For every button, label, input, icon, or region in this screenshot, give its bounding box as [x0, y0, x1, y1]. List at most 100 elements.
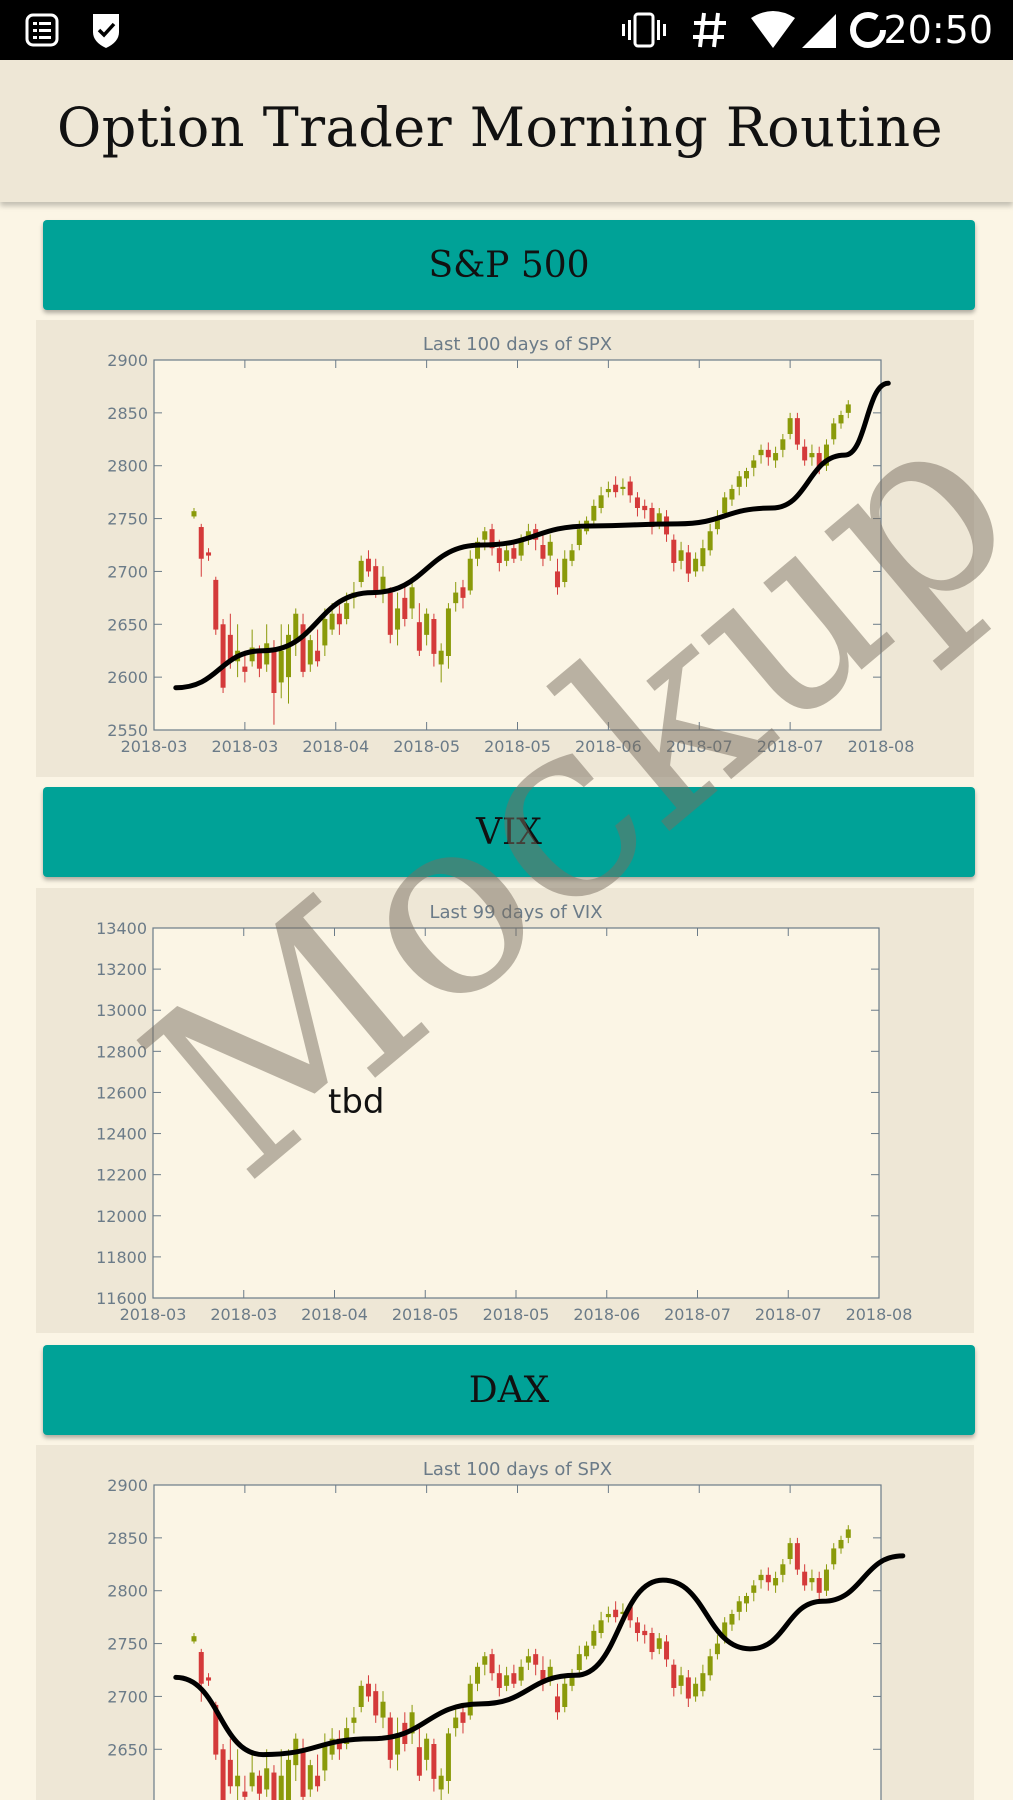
- y-tick-label: 13200: [96, 960, 147, 979]
- y-tick-label: 2800: [107, 457, 148, 476]
- x-tick-label: 2018-03: [121, 737, 188, 756]
- chart-title: Last 100 days of SPX: [423, 1459, 612, 1480]
- candle-body: [759, 1575, 764, 1580]
- y-tick-label: 2700: [107, 562, 148, 581]
- candle-body: [599, 1620, 604, 1633]
- candle-body: [693, 1684, 698, 1697]
- candle-body: [824, 1570, 829, 1591]
- candle-body: [795, 418, 800, 444]
- sp500-section-button[interactable]: S&P 500: [43, 220, 975, 310]
- candle-body: [671, 540, 676, 563]
- candle-body: [235, 1776, 240, 1787]
- candle-body: [381, 1702, 386, 1718]
- candle-body: [279, 1776, 284, 1800]
- candle-body: [446, 1733, 451, 1781]
- candle-body: [373, 566, 378, 590]
- status-time: 20:50: [883, 8, 993, 52]
- x-tick-label: 2018-07: [666, 737, 733, 756]
- candle-body: [337, 614, 342, 625]
- candle-body: [751, 1585, 756, 1592]
- candle-body: [271, 648, 276, 693]
- candle-body: [526, 1656, 531, 1662]
- candle-body: [700, 1673, 705, 1691]
- y-tick-label: 2750: [107, 510, 148, 529]
- candle-body: [708, 531, 713, 550]
- x-tick-label: 2018-06: [575, 737, 642, 756]
- candle-body: [620, 487, 625, 489]
- content-area[interactable]: S&P 500 Last 100 days of SPX 2550 2600 2650…: [0, 205, 1013, 1800]
- candle-body: [606, 489, 611, 492]
- candle-body: [649, 1633, 654, 1652]
- y-tick-label: 12000: [96, 1207, 147, 1226]
- candle-body: [286, 635, 291, 677]
- sp500-chart-card: Last 100 days of SPX 2550 2600 2650 2700 2750…: [36, 320, 974, 777]
- candle-body: [606, 1614, 611, 1617]
- candle-body: [555, 571, 560, 587]
- candle-body: [591, 506, 596, 521]
- candle-body: [322, 619, 327, 645]
- y-tick-label: 2750: [107, 1635, 148, 1654]
- x-tick-label: 2018-03: [211, 737, 278, 756]
- y-tick-label: 2600: [107, 668, 148, 687]
- candle-body: [570, 550, 575, 561]
- y-tick-label: 13000: [96, 1001, 147, 1020]
- candle-body: [577, 529, 582, 545]
- candle-body: [722, 497, 727, 513]
- candle-body: [686, 552, 691, 573]
- candle-body: [366, 559, 371, 572]
- candle-body: [540, 545, 545, 559]
- candle-body: [497, 548, 502, 563]
- candle-body: [453, 593, 458, 604]
- candle-body: [729, 1614, 734, 1625]
- candle-body: [191, 1636, 196, 1641]
- candle-body: [468, 559, 473, 591]
- candle-body: [679, 1675, 684, 1686]
- vix-section-label: VIX: [476, 812, 542, 853]
- y-tick-label: 12800: [96, 1042, 147, 1061]
- vix-section-button[interactable]: VIX: [43, 787, 975, 877]
- y-tick-label: 2650: [107, 615, 148, 634]
- candle-body: [584, 1646, 589, 1657]
- notes-icon: [22, 10, 62, 50]
- candle-body: [693, 559, 698, 572]
- battery-ring-icon: [848, 10, 888, 50]
- chart-title: Last 100 days of SPX: [423, 334, 612, 355]
- candle-body: [737, 1601, 742, 1612]
- candle-body: [191, 511, 196, 516]
- candle-body: [751, 460, 756, 467]
- candle-body: [279, 651, 284, 683]
- candle-body: [613, 1610, 618, 1617]
- signal-icon: [800, 10, 840, 50]
- plot-area: [153, 928, 879, 1298]
- candle-body: [729, 489, 734, 500]
- y-tick-label: 11800: [96, 1248, 147, 1267]
- candle-body: [599, 495, 604, 508]
- x-tick-label: 2018-06: [573, 1305, 640, 1324]
- dax-chart: Last 100 days of SPX 2650 2700 2750 2800 2850…: [36, 1445, 974, 1800]
- candle-body: [504, 1675, 509, 1686]
- candle-body: [410, 587, 415, 608]
- x-tick-label: 2018-04: [302, 737, 369, 756]
- candle-body: [679, 550, 684, 561]
- y-tick-label: 2650: [107, 1740, 148, 1759]
- candle-body: [206, 1677, 211, 1680]
- candle-body: [322, 1744, 327, 1770]
- candle-body: [846, 1529, 851, 1537]
- candle-body: [424, 614, 429, 635]
- candle-body: [221, 624, 226, 687]
- candle-body: [286, 1760, 291, 1800]
- page-title: Option Trader Morning Routine: [0, 96, 1000, 159]
- dax-chart-card: Last 100 days of SPX 2650 2700 2750 2800 2850…: [36, 1445, 974, 1800]
- candle-body: [511, 548, 516, 559]
- y-tick-label: 2800: [107, 1582, 148, 1601]
- candle-body: [482, 531, 487, 539]
- y-tick-label: 12200: [96, 1166, 147, 1185]
- candle-body: [744, 1596, 749, 1603]
- candle-body: [773, 453, 778, 460]
- candle-body: [242, 1792, 247, 1797]
- candle-body: [839, 1540, 844, 1548]
- x-tick-label: 2018-07: [755, 1305, 822, 1324]
- dax-section-button[interactable]: DAX: [43, 1345, 975, 1435]
- candle-body: [468, 1684, 473, 1716]
- y-tick-label: 2850: [107, 1529, 148, 1548]
